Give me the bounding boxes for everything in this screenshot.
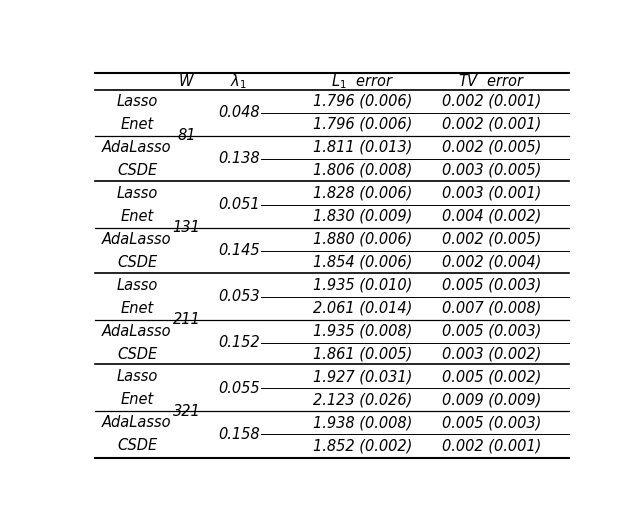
Text: 0.158: 0.158 [218, 427, 260, 442]
Text: 0.009 (0.009): 0.009 (0.009) [442, 393, 541, 408]
Text: AdaLasso: AdaLasso [102, 416, 172, 431]
Text: 0.003 (0.005): 0.003 (0.005) [442, 163, 541, 178]
Text: 1.852 (0.002): 1.852 (0.002) [313, 438, 412, 454]
Text: 211: 211 [173, 312, 200, 327]
Text: Enet: Enet [120, 209, 154, 224]
Text: 1.861 (0.005): 1.861 (0.005) [313, 347, 412, 362]
Text: 0.002 (0.005): 0.002 (0.005) [442, 140, 541, 155]
Text: 0.003 (0.002): 0.003 (0.002) [442, 347, 541, 362]
Text: Lasso: Lasso [116, 186, 157, 201]
Text: 0.051: 0.051 [218, 197, 260, 212]
Text: $\lambda_1$: $\lambda_1$ [230, 72, 247, 91]
Text: Enet: Enet [120, 117, 154, 132]
Text: 0.005 (0.002): 0.005 (0.002) [442, 370, 541, 385]
Text: 1.938 (0.008): 1.938 (0.008) [313, 416, 412, 431]
Text: $L_1\ \ error$: $L_1\ \ error$ [331, 72, 394, 91]
Text: 0.145: 0.145 [218, 243, 260, 258]
Text: 1.796 (0.006): 1.796 (0.006) [313, 117, 412, 132]
Text: 2.123 (0.026): 2.123 (0.026) [313, 393, 412, 408]
Text: 131: 131 [173, 220, 200, 235]
Text: 1.935 (0.010): 1.935 (0.010) [313, 278, 412, 293]
Text: 0.055: 0.055 [218, 381, 260, 396]
Text: CSDE: CSDE [117, 347, 157, 362]
Text: 321: 321 [173, 404, 200, 419]
Text: 0.003 (0.001): 0.003 (0.001) [442, 186, 541, 201]
Text: 1.830 (0.009): 1.830 (0.009) [313, 209, 412, 224]
Text: 0.048: 0.048 [218, 105, 260, 121]
Text: AdaLasso: AdaLasso [102, 140, 172, 155]
Text: Lasso: Lasso [116, 370, 157, 385]
Text: 2.061 (0.014): 2.061 (0.014) [313, 301, 412, 316]
Text: 0.002 (0.001): 0.002 (0.001) [442, 438, 541, 454]
Text: Enet: Enet [120, 393, 154, 408]
Text: CSDE: CSDE [117, 255, 157, 270]
Text: AdaLasso: AdaLasso [102, 324, 172, 339]
Text: Lasso: Lasso [116, 278, 157, 293]
Text: 1.806 (0.008): 1.806 (0.008) [313, 163, 412, 178]
Text: 0.004 (0.002): 0.004 (0.002) [442, 209, 541, 224]
Text: $TV\ \ error$: $TV\ \ error$ [458, 73, 525, 89]
Text: 0.002 (0.001): 0.002 (0.001) [442, 117, 541, 132]
Text: $W$: $W$ [178, 73, 195, 89]
Text: CSDE: CSDE [117, 163, 157, 178]
Text: AdaLasso: AdaLasso [102, 232, 172, 247]
Text: 0.002 (0.004): 0.002 (0.004) [442, 255, 541, 270]
Text: Lasso: Lasso [116, 94, 157, 109]
Text: 0.005 (0.003): 0.005 (0.003) [442, 324, 541, 339]
Text: 1.796 (0.006): 1.796 (0.006) [313, 94, 412, 109]
Text: CSDE: CSDE [117, 438, 157, 454]
Text: 0.007 (0.008): 0.007 (0.008) [442, 301, 541, 316]
Text: 0.138: 0.138 [218, 151, 260, 167]
Text: 0.005 (0.003): 0.005 (0.003) [442, 278, 541, 293]
Text: 1.927 (0.031): 1.927 (0.031) [313, 370, 412, 385]
Text: 1.880 (0.006): 1.880 (0.006) [313, 232, 412, 247]
Text: 1.854 (0.006): 1.854 (0.006) [313, 255, 412, 270]
Text: 1.828 (0.006): 1.828 (0.006) [313, 186, 412, 201]
Text: 0.005 (0.003): 0.005 (0.003) [442, 416, 541, 431]
Text: 0.152: 0.152 [218, 335, 260, 350]
Text: 0.053: 0.053 [218, 289, 260, 304]
Text: 0.002 (0.001): 0.002 (0.001) [442, 94, 541, 109]
Text: 81: 81 [177, 128, 196, 144]
Text: 0.002 (0.005): 0.002 (0.005) [442, 232, 541, 247]
Text: 1.811 (0.013): 1.811 (0.013) [313, 140, 412, 155]
Text: Enet: Enet [120, 301, 154, 316]
Text: 1.935 (0.008): 1.935 (0.008) [313, 324, 412, 339]
